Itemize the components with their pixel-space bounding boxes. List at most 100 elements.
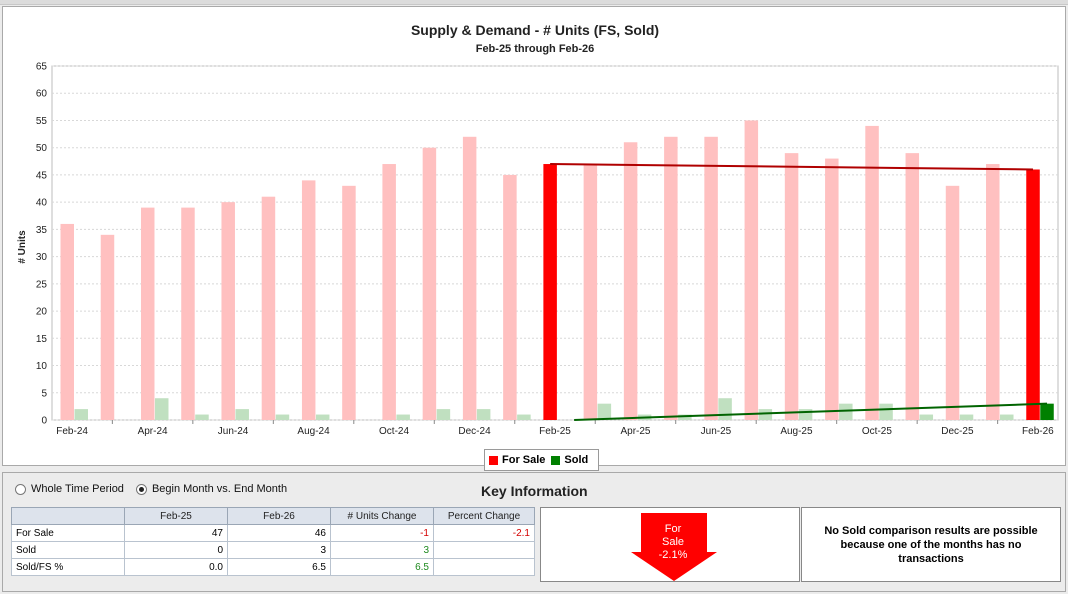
chart-legend: For Sale Sold xyxy=(484,449,600,471)
period-options: Whole Time Period Begin Month vs. End Mo… xyxy=(15,483,299,495)
bar-sold xyxy=(74,409,88,420)
bar-for-sale xyxy=(825,158,839,421)
y-tick-label: 45 xyxy=(36,170,48,181)
x-tick-label: Dec-25 xyxy=(941,426,974,437)
bar-sold xyxy=(517,414,531,420)
x-tick-label: Dec-24 xyxy=(458,426,491,437)
sold-comparison-message: No Sold comparison results are possible … xyxy=(801,507,1061,582)
bar-for-sale xyxy=(261,196,276,420)
x-tick-label: Feb-24 xyxy=(56,426,88,437)
bar-for-sale xyxy=(503,174,517,420)
bar-sold xyxy=(235,409,249,420)
row-label: Sold/FS % xyxy=(11,558,125,576)
bar-for-sale xyxy=(301,180,316,420)
cell-begin: 0.0 xyxy=(124,558,228,576)
bar-for-sale xyxy=(704,136,718,421)
key-information-title: Key Information xyxy=(481,483,588,499)
bar-for-sale xyxy=(744,120,759,420)
bar-for-sale xyxy=(221,202,235,420)
bar-sold xyxy=(436,409,451,420)
cell-begin: 0 xyxy=(124,541,228,559)
y-tick-label: 15 xyxy=(36,334,48,345)
table-row: For Sale 47 46 -1 -2.1 xyxy=(11,524,535,542)
trend-line-for-sale xyxy=(550,163,1034,171)
col-header-units-change: # Units Change xyxy=(330,507,434,525)
bar-sold xyxy=(315,414,330,420)
bar-for-sale xyxy=(623,142,638,420)
cell-change: -1 xyxy=(330,524,434,542)
col-header-end: Feb-26 xyxy=(227,507,331,525)
bar-for-sale xyxy=(664,136,678,421)
y-tick-label: 25 xyxy=(36,279,48,290)
y-tick-label: 5 xyxy=(41,388,47,399)
chart-svg: Supply & Demand - # Units (FS, Sold) Feb… xyxy=(17,22,1059,437)
bar-sold xyxy=(718,398,732,420)
down-arrow-icon xyxy=(631,513,717,581)
x-tick-label: Apr-24 xyxy=(138,426,168,437)
bar-for-sale xyxy=(382,164,396,420)
bar-sold xyxy=(798,409,813,420)
arrow-text-line1: For xyxy=(664,523,682,535)
legend-item-for-sale: For Sale xyxy=(489,454,545,466)
y-tick-label: 40 xyxy=(36,198,48,209)
plot-area: 0 5 10 15 20 25 30 35 40 45 50 55 60 65 Feb-24 Apr-24 Ju… xyxy=(36,62,1059,437)
whole-time-period-label: Whole Time Period xyxy=(31,483,124,495)
cell-end: 6.5 xyxy=(227,558,331,576)
bar-sold xyxy=(154,398,169,420)
bar-sold xyxy=(959,414,974,420)
y-tick-label: 20 xyxy=(36,307,48,318)
top-tab-strip xyxy=(0,0,1068,5)
x-tick-label: Jun-25 xyxy=(701,426,732,437)
y-tick-label: 10 xyxy=(36,361,48,372)
x-tick-label: Aug-24 xyxy=(297,426,330,437)
bar-for-sale xyxy=(462,136,477,421)
key-info-table: Feb-25 Feb-26 # Units Change Percent Cha… xyxy=(11,507,535,576)
bar-for-sale xyxy=(422,147,437,420)
table-row: Sold 0 3 3 xyxy=(11,541,535,559)
key-information-panel: Whole Time Period Begin Month vs. End Mo… xyxy=(2,472,1066,592)
bar-sold xyxy=(1040,403,1054,420)
begin-vs-end-radio[interactable]: Begin Month vs. End Month xyxy=(135,483,287,495)
y-tick-label: 60 xyxy=(36,89,48,100)
row-label: For Sale xyxy=(11,524,125,542)
cell-percent xyxy=(433,558,535,576)
y-tick-label: 55 xyxy=(36,116,48,127)
row-label: Sold xyxy=(11,541,125,559)
cell-end: 3 xyxy=(227,541,331,559)
x-tick-label: Apr-25 xyxy=(620,426,650,437)
bar-sold xyxy=(476,409,491,420)
table-row: Sold/FS % 0.0 6.5 6.5 xyxy=(11,558,535,576)
bar-for-sale xyxy=(543,164,557,420)
radio-circle-selected-icon xyxy=(135,483,147,495)
y-tick-label: 35 xyxy=(36,225,48,236)
table-header-row: Feb-25 Feb-26 # Units Change Percent Cha… xyxy=(11,507,535,525)
chart-subtitle: Feb-25 through Feb-26 xyxy=(476,43,595,55)
col-header-blank xyxy=(11,507,125,525)
bar-sold xyxy=(396,414,410,420)
cell-percent: -2.1 xyxy=(433,524,535,542)
x-tick-label: Jun-24 xyxy=(218,426,249,437)
bar-sold xyxy=(879,403,893,420)
bar-for-sale xyxy=(100,234,115,420)
y-tick-label: 50 xyxy=(36,143,48,154)
arrow-text: For Sale -2.1% xyxy=(638,523,708,562)
legend-label-sold: Sold xyxy=(564,454,589,466)
for-sale-change-indicator: For Sale -2.1% xyxy=(540,507,800,582)
cell-begin: 47 xyxy=(124,524,228,542)
bar-sold xyxy=(919,414,934,420)
col-header-percent-change: Percent Change xyxy=(433,507,535,525)
bar-sold xyxy=(597,403,612,420)
bar-for-sale xyxy=(865,125,879,421)
bar-for-sale xyxy=(1026,169,1040,420)
whole-time-period-radio[interactable]: Whole Time Period xyxy=(15,483,124,495)
x-tick-label: Feb-25 xyxy=(539,426,571,437)
bar-for-sale xyxy=(181,207,195,420)
bar-sold xyxy=(678,414,692,420)
cell-change: 6.5 xyxy=(330,558,434,576)
cell-change: 3 xyxy=(330,541,434,559)
legend-item-sold: Sold xyxy=(551,454,588,466)
legend-swatch-for-sale xyxy=(489,455,498,465)
bar-for-sale xyxy=(784,153,799,420)
bar-for-sale xyxy=(140,207,155,420)
col-header-begin: Feb-25 xyxy=(124,507,228,525)
